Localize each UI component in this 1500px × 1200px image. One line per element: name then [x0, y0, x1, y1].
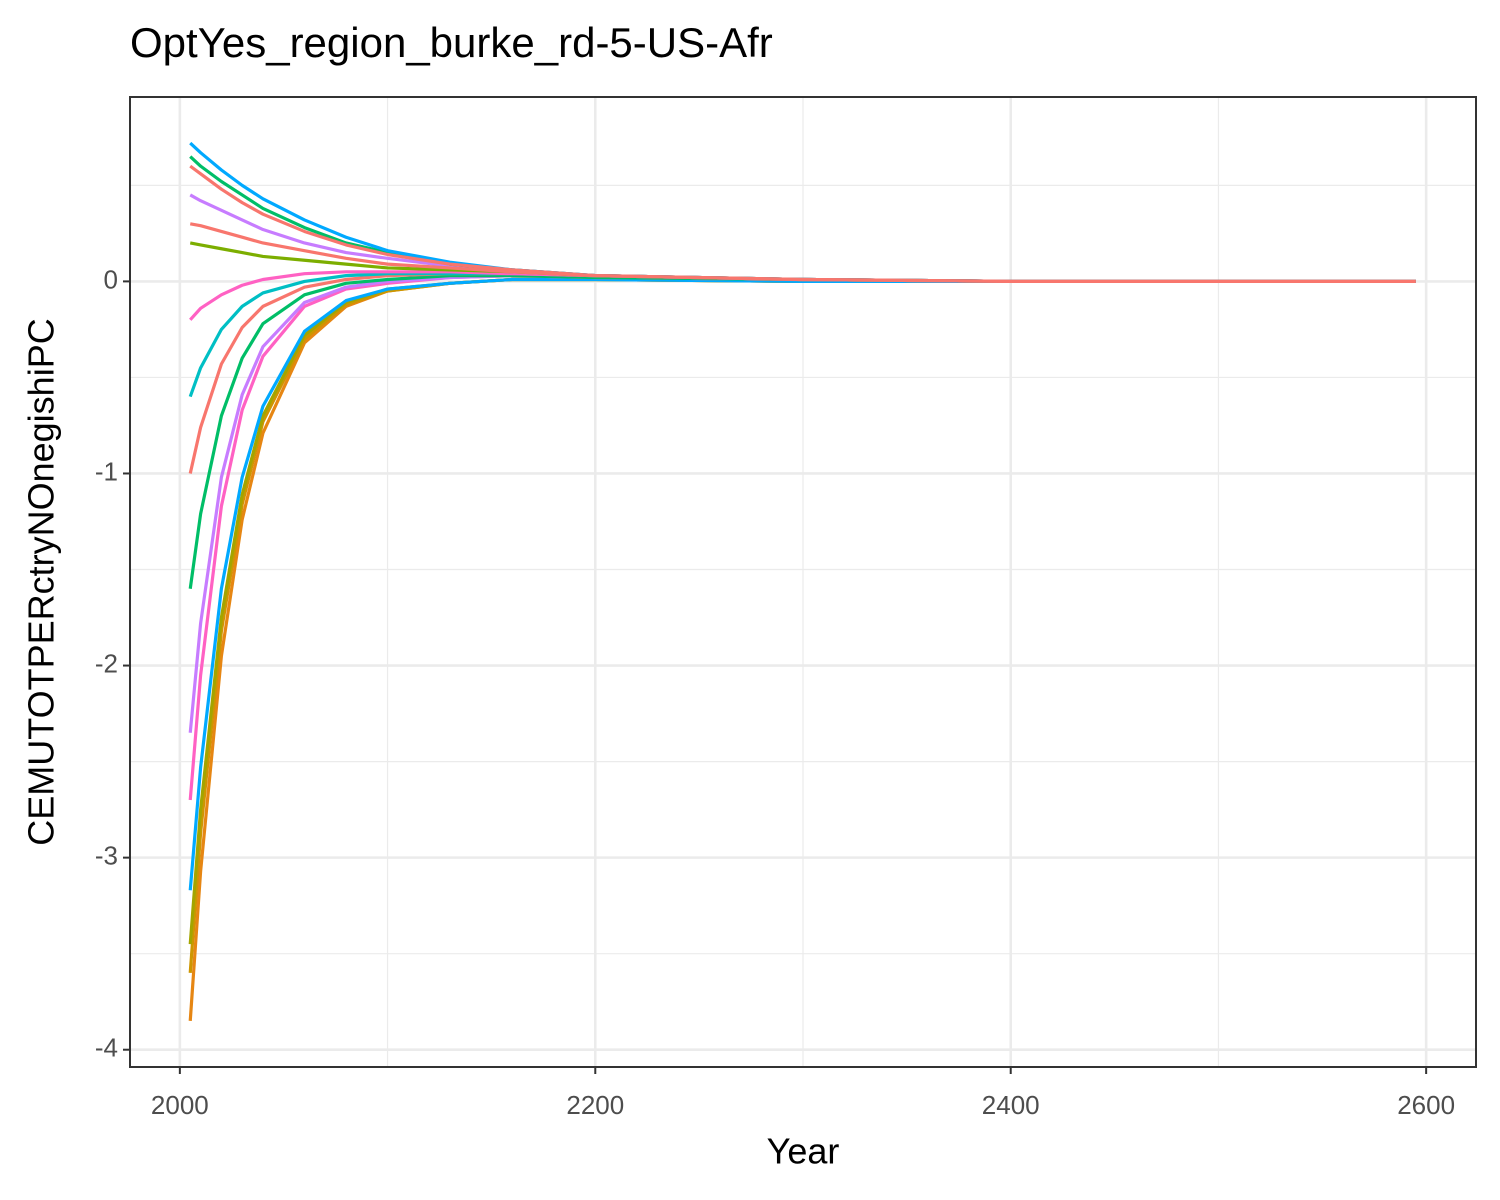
chart-title: OptYes_region_burke_rd-5-US-Afr — [130, 19, 773, 66]
x-tick-label: 2000 — [151, 1090, 209, 1120]
series-line — [189, 222, 1416, 283]
x-axis-title: Year — [767, 1131, 840, 1172]
y-axis-title: CEMUTOTPERctryNOnegishiPC — [21, 318, 62, 845]
y-tick-label: -3 — [95, 841, 118, 871]
plot-border — [129, 96, 1477, 1068]
x-tick-label: 2400 — [982, 1090, 1040, 1120]
y-tick-label: 0 — [104, 264, 118, 294]
y-tick-label: -2 — [95, 648, 118, 678]
x-tick-label: 2600 — [1397, 1090, 1455, 1120]
y-tick-label: -4 — [95, 1033, 118, 1063]
x-tick-label: 2200 — [566, 1090, 624, 1120]
y-tick-label: -1 — [95, 456, 118, 486]
